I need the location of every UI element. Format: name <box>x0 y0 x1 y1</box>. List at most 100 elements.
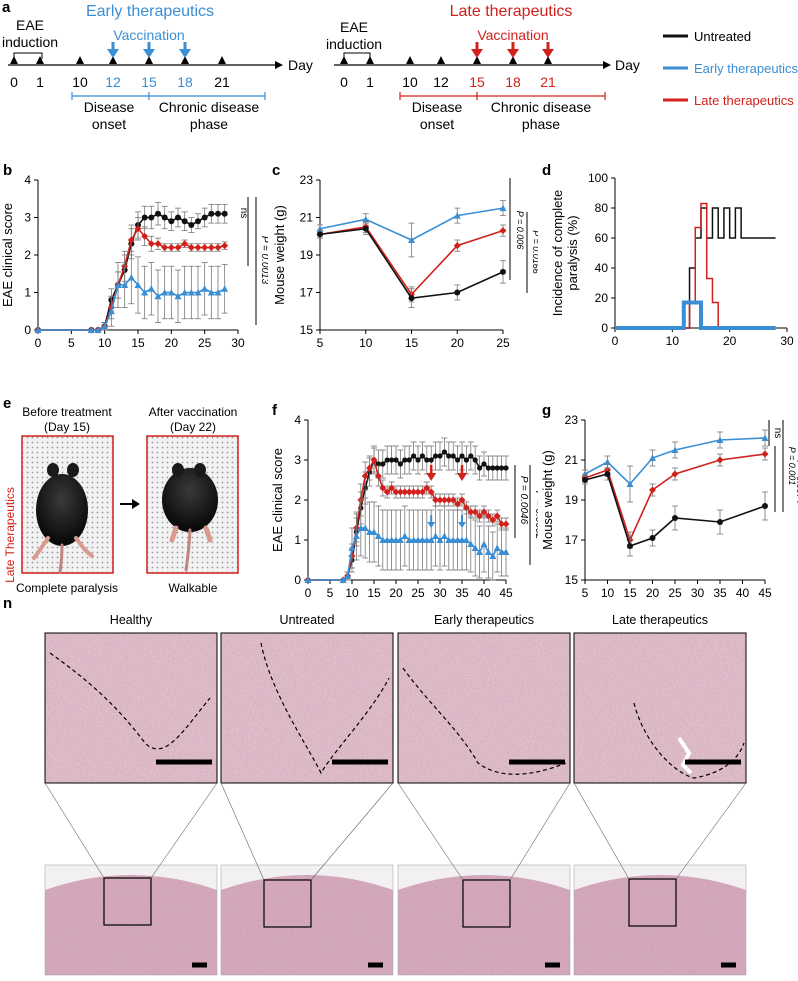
data-point-untreated <box>411 453 417 459</box>
data-point-untreated <box>459 453 465 459</box>
data-point-early-therapeutics <box>34 326 42 333</box>
spinal-cord-texture <box>574 875 746 975</box>
early-vaccination-arrowhead <box>458 522 466 528</box>
data-point-late-therapeutics <box>214 244 222 251</box>
data-point-early-therapeutics <box>405 536 413 543</box>
histology-border <box>397 632 571 784</box>
zoom-guide-line <box>150 782 218 879</box>
histology-overview-border <box>220 864 394 976</box>
data-point-late-therapeutics <box>127 236 135 244</box>
data-point-early-therapeutics <box>154 292 162 300</box>
timeline-tick-label-12: 12 <box>433 74 449 90</box>
data-point-early-therapeutics <box>489 552 497 559</box>
x-tick-label: 5 <box>68 336 75 350</box>
y-axis-label: paralysis (%) <box>565 215 580 290</box>
data-point-untreated <box>500 268 506 275</box>
before-caption: Complete paralysis <box>16 581 118 595</box>
timeline-tick-label-0: 0 <box>340 74 348 90</box>
data-point-early-therapeutics <box>121 281 129 288</box>
data-point-early-therapeutics <box>626 480 634 487</box>
histology-title-untreated: Untreated <box>280 613 335 627</box>
timeline-tick-15 <box>473 56 481 64</box>
data-point-untreated <box>499 465 505 471</box>
late-vaccination-arrowhead <box>426 473 437 481</box>
histology-texture <box>398 633 570 783</box>
data-point-late-therapeutics <box>423 484 431 492</box>
data-point-late-therapeutics <box>379 484 387 492</box>
data-point-early-therapeutics <box>432 532 440 539</box>
data-point-early-therapeutics <box>484 548 492 555</box>
data-point-early-therapeutics <box>370 528 378 535</box>
data-point-late-therapeutics <box>454 500 462 508</box>
timeline-late-day: Day <box>615 57 640 73</box>
data-point-late-therapeutics <box>370 456 378 464</box>
early-vaccination-arrowhead <box>427 522 436 528</box>
zoom-guide-line <box>509 782 571 881</box>
data-point-untreated <box>649 535 656 541</box>
panel-b-chart: b01234051015202530Days post-EAE inductio… <box>0 162 268 350</box>
before-title-2: (Day 15) <box>44 420 90 434</box>
data-point-early-therapeutics <box>187 289 195 296</box>
data-point-early-therapeutics <box>201 285 209 292</box>
data-point-late-therapeutics <box>484 512 492 520</box>
x-tick-label: 15 <box>367 586 381 600</box>
data-point-late-therapeutics <box>445 496 453 504</box>
data-point-early-therapeutics <box>221 285 229 292</box>
annotation-p-value-2: P = 0.0166 <box>531 230 538 273</box>
data-point-early-therapeutics <box>480 540 488 547</box>
x-tick-label: 15 <box>131 336 145 350</box>
timeline-tick-18 <box>509 56 517 64</box>
data-point-untreated <box>406 457 412 463</box>
data-point-late-therapeutics <box>498 520 506 528</box>
x-tick-label: 30 <box>433 586 447 600</box>
y-tick-label: 1 <box>294 533 301 547</box>
data-point-late-therapeutics <box>201 244 209 251</box>
x-tick-label: 40 <box>736 586 750 600</box>
timeline-tick-label-18: 18 <box>177 74 193 90</box>
data-point-late-therapeutics <box>174 244 182 251</box>
data-point-late-therapeutics <box>187 244 195 251</box>
timeline-early: Early therapeutics EAE induction Vaccina… <box>2 3 313 132</box>
x-tick-label: 5 <box>327 586 334 600</box>
y-tick-label: 60 <box>595 231 609 245</box>
data-point-early-therapeutics <box>423 536 431 543</box>
annotation-p-value: P = 0.0013 <box>259 236 268 285</box>
data-point-early-therapeutics <box>440 532 448 539</box>
data-point-late-therapeutics <box>453 242 461 250</box>
timeline-tick-label-12: 12 <box>105 74 121 90</box>
data-point-untreated <box>503 465 509 471</box>
data-point-early-therapeutics <box>94 326 102 333</box>
data-point-early-therapeutics <box>107 307 115 315</box>
data-point-late-therapeutics <box>410 488 418 496</box>
histology-title-late-therapeutics: Late therapeutics <box>612 613 708 627</box>
histology-title-early-therapeutics: Early therapeutics <box>434 613 534 627</box>
data-point-untreated <box>415 457 421 463</box>
timeline-early-induction-2: induction <box>2 34 58 50</box>
data-point-early-therapeutics <box>181 289 189 296</box>
data-point-late-therapeutics <box>374 472 382 480</box>
x-tick-label: 20 <box>646 586 660 600</box>
timeline-tick-15 <box>145 56 153 64</box>
data-point-late-therapeutics <box>480 508 488 516</box>
timeline-early-chronic-2: phase <box>190 116 228 132</box>
timeline-late-onset-1: Disease <box>412 99 463 115</box>
data-point-late-therapeutics <box>761 450 769 458</box>
y-tick-label: 21 <box>565 453 579 467</box>
data-point-untreated <box>221 210 228 217</box>
data-point-early-therapeutics <box>454 536 462 543</box>
vaccination-arrowhead-12 <box>107 49 119 58</box>
data-point-late-therapeutics <box>493 512 501 520</box>
x-tick-label: 10 <box>359 336 373 350</box>
y-axis-label: Incidence of complete <box>550 190 565 316</box>
data-point-untreated <box>384 457 390 463</box>
data-point-untreated <box>161 214 168 221</box>
data-point-early-therapeutics <box>502 548 510 555</box>
data-point-early-therapeutics <box>410 536 418 543</box>
y-tick-label: 17 <box>300 286 314 300</box>
data-point-early-therapeutics <box>604 458 611 465</box>
x-tick-label: 10 <box>666 334 680 348</box>
data-point-late-therapeutics <box>440 496 448 504</box>
x-tick-label: 20 <box>723 334 737 348</box>
data-point-early-therapeutics <box>379 536 387 543</box>
timeline-early-title: Early therapeutics <box>86 3 214 20</box>
